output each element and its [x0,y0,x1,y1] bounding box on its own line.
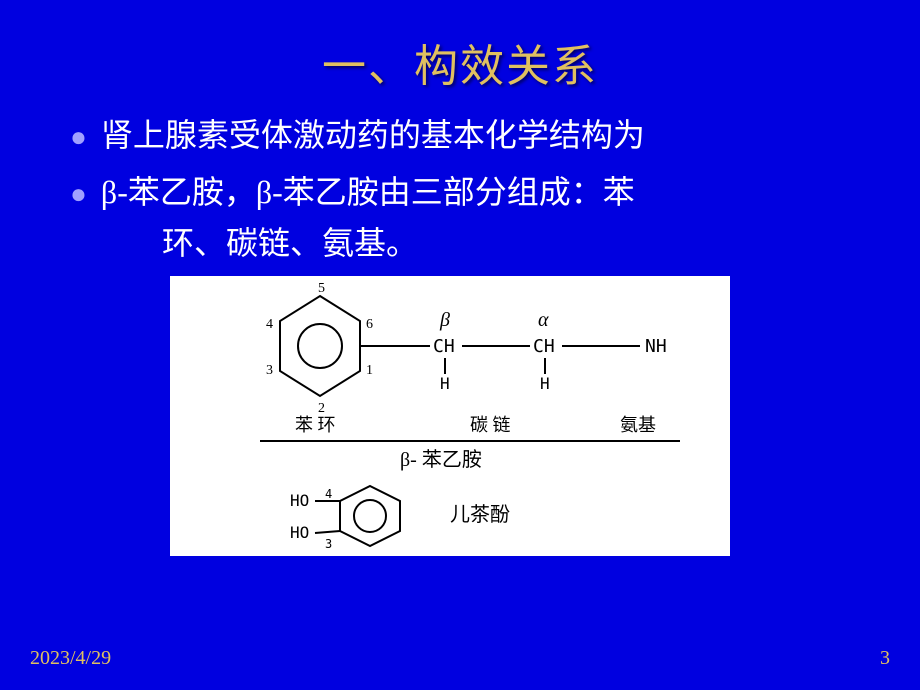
bullet-item: ● β-苯乙胺，β-苯乙胺由三部分组成：苯 [70,167,850,218]
structure-diagram: 6 1 2 3 4 5 CH β H CH α [170,276,730,556]
svg-text:β: β [439,309,450,331]
svg-text:α: α [538,309,549,331]
catechol-label: 儿茶酚 [450,503,510,526]
compound-name: β- 苯乙胺 [400,448,482,471]
bullet-icon: ● [70,116,87,161]
slide-body: ● 肾上腺素受体激动药的基本化学结构为 ● β-苯乙胺，β-苯乙胺由三部分组成：… [0,94,920,556]
svg-text:H: H [540,374,550,393]
svg-text:4: 4 [266,317,273,332]
slide: 一、构效关系 ● 肾上腺素受体激动药的基本化学结构为 ● β-苯乙胺，β-苯乙胺… [0,0,920,690]
svg-text:3: 3 [325,537,332,551]
bullet-text: 肾上腺素受体激动药的基本化学结构为 [101,110,645,161]
slide-title: 一、构效关系 [0,0,920,94]
svg-text:6: 6 [366,317,373,332]
svg-text:CH: CH [533,336,555,357]
bullet-continuation: 环、碳链、氨基。 [70,218,850,269]
svg-text:5: 5 [318,281,325,296]
svg-text:氨基: 氨基 [620,415,656,435]
svg-text:NH: NH [645,336,667,357]
footer-page: 3 [880,647,890,670]
svg-text:碳 链: 碳 链 [470,415,511,435]
svg-text:2: 2 [318,401,325,416]
chemical-diagram: 6 1 2 3 4 5 CH β H CH α [170,276,850,556]
svg-text:苯 环: 苯 环 [295,415,336,435]
bullet-item: ● 肾上腺素受体激动药的基本化学结构为 [70,110,850,161]
svg-text:3: 3 [266,363,273,378]
bullet-text: β-苯乙胺，β-苯乙胺由三部分组成：苯 [101,167,635,218]
svg-text:1: 1 [366,363,373,378]
bullet-icon: ● [70,173,87,218]
svg-text:CH: CH [433,336,455,357]
svg-text:HO: HO [290,491,309,510]
svg-text:HO: HO [290,523,309,542]
svg-text:H: H [440,374,450,393]
svg-text:4: 4 [325,487,332,501]
footer-date: 2023/4/29 [30,647,111,670]
